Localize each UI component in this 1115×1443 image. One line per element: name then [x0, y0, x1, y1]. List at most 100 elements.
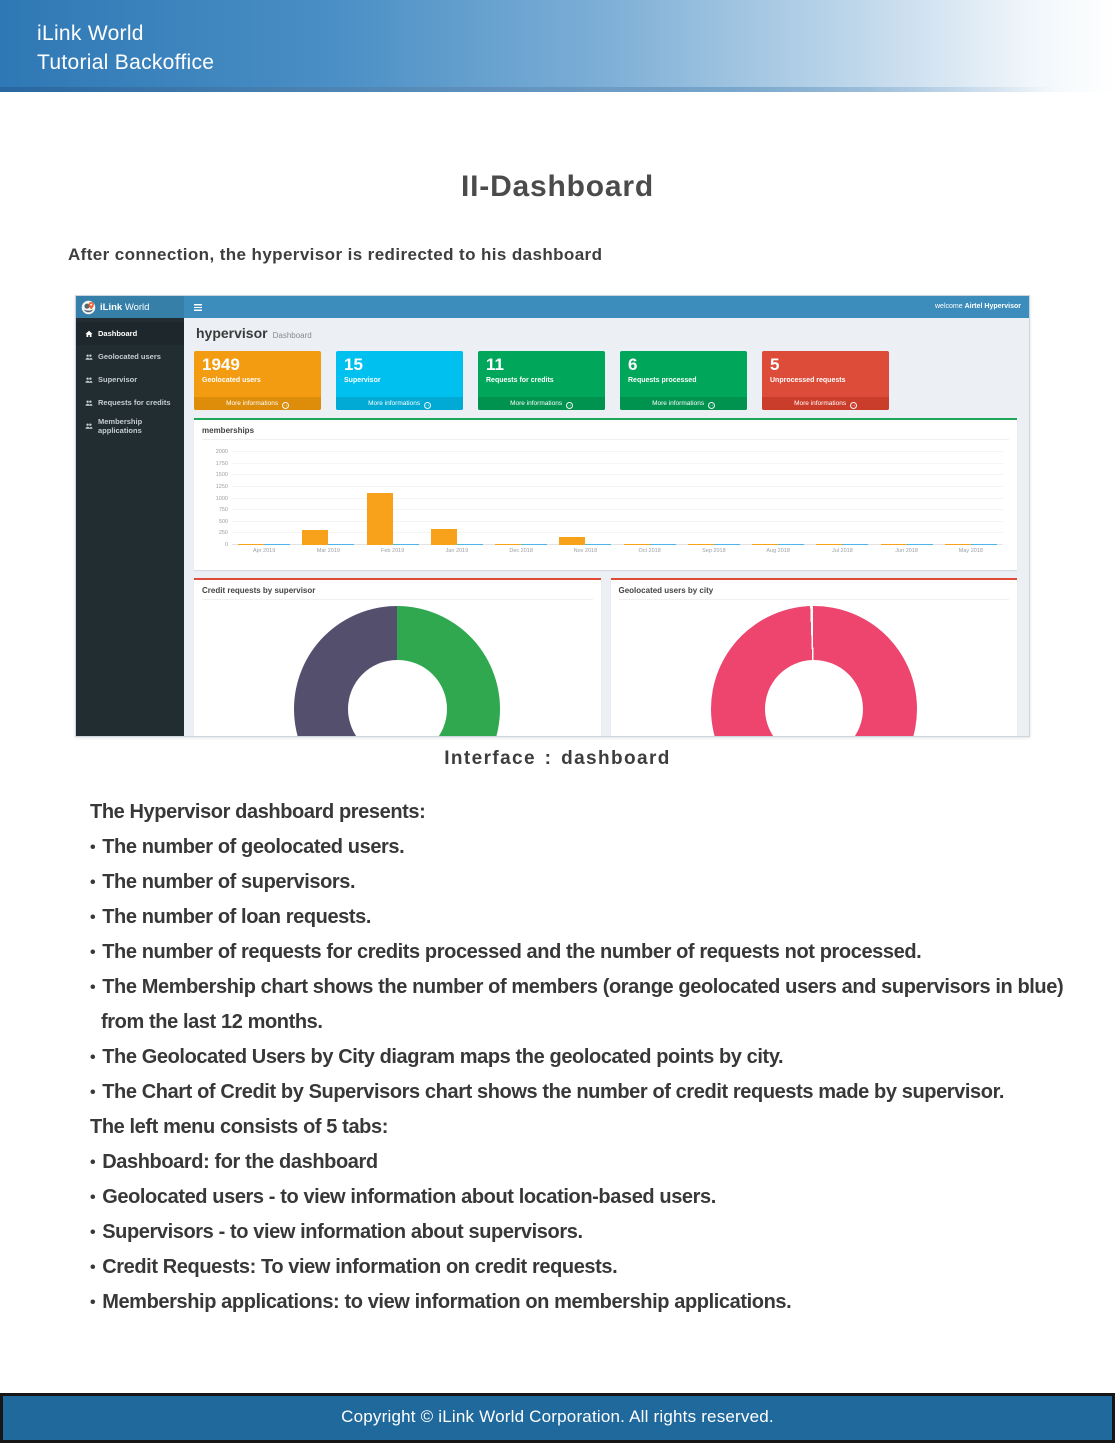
figure-caption: Interface : dashboard: [444, 748, 671, 769]
bar-supervisors: [521, 544, 548, 545]
bullet-item: • Membership applications: to view inform…: [90, 1291, 792, 1313]
more-informations-link[interactable]: More informations →: [620, 397, 747, 410]
stat-card-body: 11 Requests for credits: [478, 351, 605, 397]
sidebar-toggle-icon[interactable]: [194, 304, 202, 311]
bullet-marker: •: [90, 1049, 96, 1066]
bullet-item: • Supervisors - to view information about…: [90, 1221, 583, 1243]
arrow-circle-icon: →: [423, 402, 431, 409]
arrow-circle-icon: →: [707, 402, 715, 409]
bar-group-mar-2019: [296, 529, 360, 545]
arrow-circle-icon: →: [281, 402, 289, 409]
bar-supervisors: [328, 544, 355, 545]
bullet-item: • The Chart of Credit by Supervisors char…: [90, 1081, 1005, 1103]
y-axis-labels: 0 250 500 750 1000 1250 1500 1750 2000: [202, 449, 228, 548]
sidebar-item-requests-for-credits[interactable]: Requests for credits: [76, 391, 184, 414]
arrow-circle-icon: →: [565, 402, 573, 409]
x-tick-label: Oct 2018: [638, 548, 661, 554]
users-icon: [85, 376, 93, 384]
more-informations-link[interactable]: More informations →: [336, 397, 463, 410]
memberships-bar-chart: 0 250 500 750 1000 1250 1500 1750 2000 Apr 2019 M…: [202, 449, 1009, 564]
dashboard-screenshot: iLink World welcome Airtel Hypervisor Da…: [75, 295, 1030, 737]
intro-text: After connection, the hypervisor is redi…: [68, 245, 603, 264]
stat-card-body: 1949 Geolocated users: [194, 351, 321, 397]
sidebar-item-label: Requests for credits: [98, 398, 171, 407]
gridline: [232, 520, 1003, 522]
text-line: The Hypervisor dashboard presents:: [90, 801, 426, 823]
stat-card-requests-processed: 6 Requests processed More informations →: [620, 351, 747, 410]
memberships-title: memberships: [202, 423, 1009, 440]
y-tick-label: 1750: [215, 460, 228, 467]
bar-group-jan-2019: [425, 528, 489, 545]
more-informations-link[interactable]: More informations →: [762, 397, 889, 410]
more-informations-label: More informations: [510, 400, 563, 407]
x-tick-label: Dec 2018: [509, 548, 533, 554]
header-doc-title: Tutorial Backoffice: [37, 51, 215, 74]
stat-value: 11: [486, 355, 504, 374]
sidebar-item-supervisor[interactable]: Supervisor: [76, 368, 184, 391]
bullet-marker: •: [90, 839, 96, 856]
stat-card-body: 5 Unprocessed requests: [762, 351, 889, 397]
bar-supervisors: [970, 544, 997, 545]
top-navbar: welcome Airtel Hypervisor: [184, 296, 1029, 318]
y-tick-label: 750: [218, 507, 228, 514]
sidebar-item-geolocated-users[interactable]: Geolocated users: [76, 345, 184, 368]
sidebar-item-label: Membership applications: [98, 416, 143, 435]
bar-supervisors: [906, 544, 933, 545]
more-informations-link[interactable]: More informations →: [478, 397, 605, 410]
arrow-circle-icon: →: [849, 402, 857, 409]
header-product-name: iLink World: [37, 22, 144, 45]
y-tick-label: 1250: [215, 483, 228, 490]
bullet-marker: •: [90, 979, 96, 996]
plot-area: [232, 451, 1003, 545]
bar-geolocated-users: [944, 544, 971, 545]
bullet-marker: •: [90, 1259, 96, 1276]
bar-geolocated-users: [880, 544, 907, 545]
gridline: [232, 544, 1003, 545]
document-header: iLink World Tutorial Backoffice: [0, 0, 1115, 92]
bar-series: [232, 452, 1003, 545]
bar-group-apr-2019: [232, 544, 296, 545]
x-tick-label: Feb 2019: [381, 548, 405, 554]
app-logo[interactable]: iLink World: [76, 296, 184, 318]
document-footer: Copyright © iLink World Corporation. All…: [0, 1393, 1115, 1443]
x-axis-labels: Apr 2019 Mar 2019 Feb 2019 Jan 2019 Dec 2018…: [232, 548, 1003, 554]
bar-supervisors: [264, 544, 291, 545]
y-tick-label: 0: [224, 542, 228, 548]
x-tick-label: Aug 2018: [766, 548, 790, 554]
credit-requests-title: Credit requests by supervisor: [202, 583, 593, 600]
stat-value: 1949: [202, 355, 240, 374]
stat-card-supervisor: 15 Supervisor More informations →: [336, 351, 463, 410]
section-title: II-Dashboard: [461, 170, 654, 203]
gridline: [232, 451, 1003, 452]
x-tick-label: Nov 2018: [573, 548, 598, 554]
stat-label: Requests processed: [628, 377, 697, 384]
geolocated-city-title: Geolocated users by city: [618, 583, 1009, 600]
bar-supervisors: [392, 544, 419, 545]
y-tick-label: 250: [218, 530, 228, 537]
stat-value: 5: [770, 355, 780, 374]
ilink-logo-icon: [81, 300, 96, 315]
stat-cards-row: 1949 Geolocated users More informations → 1…: [194, 351, 1017, 410]
bullet-item: • The Geolocated Users by City diagram ma…: [90, 1046, 784, 1068]
credit-requests-donut-chart: [294, 606, 501, 736]
bar-geolocated-users: [752, 544, 779, 545]
y-tick-label: 500: [218, 518, 228, 525]
bar-supervisors: [778, 544, 805, 545]
dashboard-content: hypervisor Dashboard 1949 Geolocated users…: [184, 318, 1029, 736]
bullet-item: • The number of supervisors.: [90, 871, 356, 893]
user-menu[interactable]: welcome Airtel Hypervisor: [935, 296, 1021, 318]
stat-label: Supervisor: [344, 377, 381, 384]
bar-geolocated-users: [302, 529, 329, 545]
copyright-text: Copyright © iLink World Corporation. All…: [341, 1407, 774, 1426]
geolocated-city-donut-chart: [709, 604, 919, 736]
geolocated-city-panel: Geolocated users by city: [610, 578, 1017, 736]
page-title: hypervisor: [196, 325, 268, 341]
y-tick-label: 1500: [215, 472, 228, 479]
sidebar-item-dashboard[interactable]: Dashboard: [76, 322, 184, 345]
sidebar-item-membership-applications[interactable]: Membership applications: [76, 414, 184, 437]
y-tick-label: 1000: [215, 495, 228, 502]
bar-geolocated-users: [238, 544, 265, 545]
more-informations-link[interactable]: More informations →: [194, 397, 321, 410]
sidebar: Dashboard Geolocated users Supervisor Reque…: [76, 318, 184, 736]
